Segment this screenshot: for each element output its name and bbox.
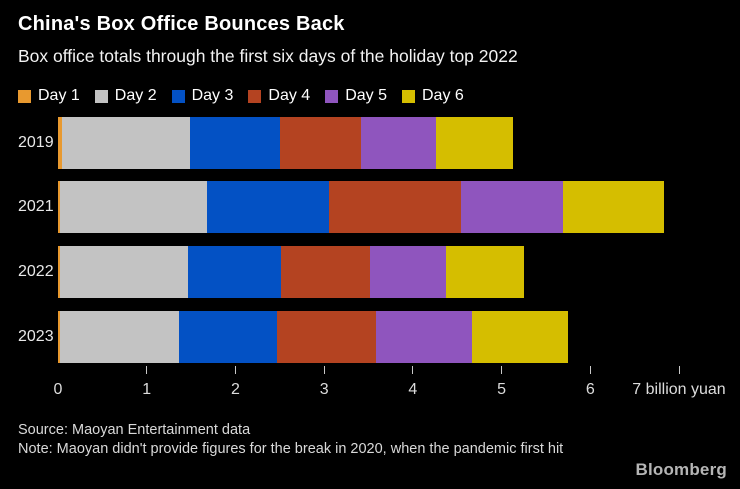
legend-label: Day 6 <box>421 87 464 104</box>
bar-segment <box>277 311 376 363</box>
legend-label: Day 1 <box>38 87 80 104</box>
bar-segment <box>460 181 563 233</box>
plot-area: 2019 2021 2022 2023 0 1 2 3 4 5 6 7 billion yuan <box>0 117 740 417</box>
bar-row <box>58 311 679 363</box>
source-note: Source: Maoyan Entertainment data <box>18 422 251 438</box>
axis-tick <box>589 366 591 374</box>
axis-tick <box>146 366 148 374</box>
category-label: 2023 <box>18 328 54 345</box>
legend-swatch-icon <box>18 89 31 103</box>
bar-segment <box>562 181 664 233</box>
bar-segment <box>59 246 188 298</box>
legend-label: Day 3 <box>191 87 234 104</box>
bar-segment <box>59 311 179 363</box>
bar-segment <box>58 311 60 363</box>
bar-segment <box>190 117 280 169</box>
legend-swatch-icon <box>171 89 185 103</box>
axis-tick-label: 2 <box>230 381 240 398</box>
bar-segment <box>58 246 60 298</box>
bar-segment <box>178 311 278 363</box>
bar-segment <box>329 181 461 233</box>
footnote: Note: Maoyan didn't provide figures for … <box>18 441 564 457</box>
bar-row <box>58 181 679 233</box>
axis-tick <box>678 366 680 374</box>
bar-segment <box>58 181 60 233</box>
bar-segment <box>279 117 361 169</box>
legend-label: Day 2 <box>114 87 157 104</box>
axis-tick-label: 6 <box>585 381 595 398</box>
axis-tick <box>323 366 325 374</box>
bar-segment <box>445 246 524 298</box>
legend-label: Day 4 <box>268 87 311 104</box>
legend-item: Day 6 <box>401 87 464 105</box>
bar-segment <box>187 246 281 298</box>
legend-item: Day 1 <box>18 87 80 105</box>
axis-tick <box>412 366 414 374</box>
category-label: 2021 <box>18 198 54 215</box>
legend-item: Day 3 <box>171 87 234 105</box>
bar-segment <box>435 117 514 169</box>
bar-row <box>58 246 679 298</box>
axis-tick <box>501 366 503 374</box>
legend-swatch-icon <box>325 89 339 103</box>
axis-tick-label: 3 <box>319 381 329 398</box>
bar-segment <box>375 311 473 363</box>
bar-segment <box>360 117 436 169</box>
bar-segment <box>472 311 569 363</box>
bar-row <box>58 117 679 169</box>
bar-segment <box>62 117 191 169</box>
bar-segment <box>370 246 446 298</box>
legend-label: Day 5 <box>345 87 387 104</box>
legend-swatch-icon <box>94 89 108 103</box>
bar-segment <box>207 181 330 233</box>
legend-item: Day 2 <box>94 87 157 105</box>
bar-segment <box>280 246 371 298</box>
bloomberg-logo: Bloomberg <box>635 460 727 479</box>
category-label: 2019 <box>18 134 54 151</box>
axis-tick-label: 5 <box>497 381 507 398</box>
bar-segment <box>58 117 63 169</box>
bar-segment <box>59 181 208 233</box>
chart-subtitle: Box office totals through the first six … <box>18 46 518 66</box>
axis-tick-label: 7 billion yuan <box>632 381 726 398</box>
chart-title: China's Box Office Bounces Back <box>18 13 345 35</box>
legend: Day 1 Day 2 Day 3 Day 4 Day 5 Day 6 <box>18 87 479 105</box>
axis-tick-label: 4 <box>408 381 418 398</box>
axis-tick-label: 0 <box>53 381 63 398</box>
legend-swatch-icon <box>401 89 415 103</box>
category-label: 2022 <box>18 263 54 280</box>
legend-swatch-icon <box>248 89 262 103</box>
legend-item: Day 4 <box>248 87 310 105</box>
axis-tick <box>234 366 236 374</box>
legend-item: Day 5 <box>325 87 387 105</box>
axis-tick-label: 1 <box>142 381 152 398</box>
